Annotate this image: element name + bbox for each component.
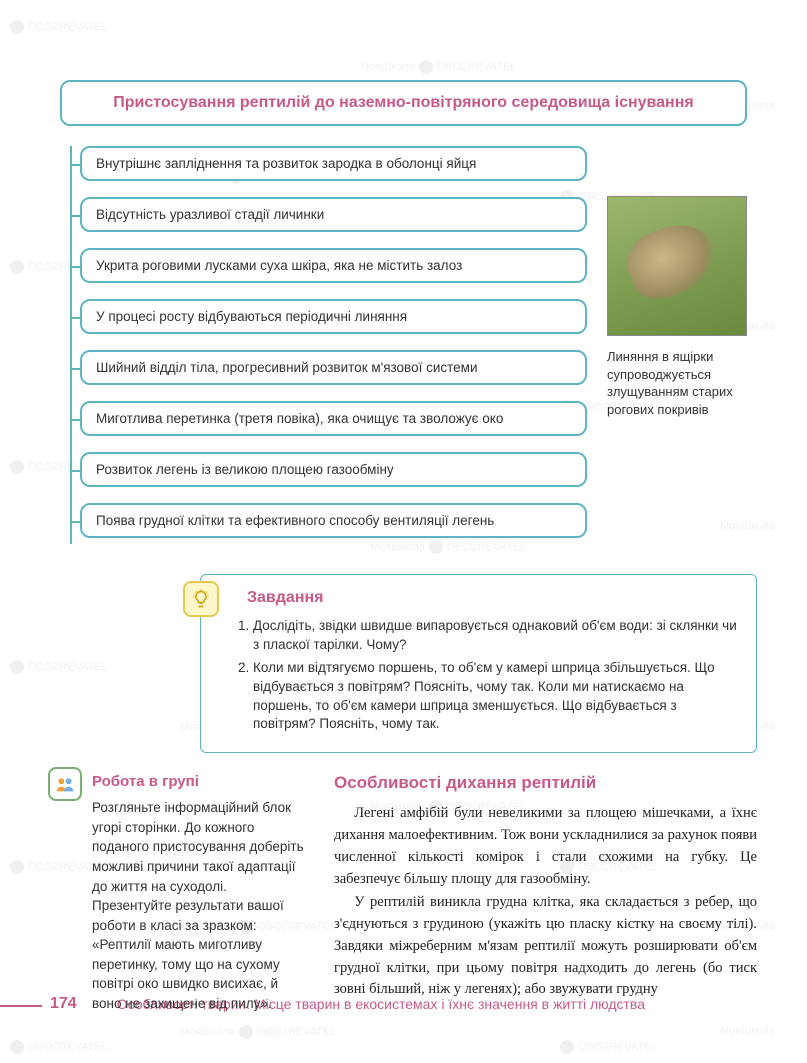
adaptation-item: Шийний відділ тіла, прогресивний розвито… (80, 350, 587, 385)
task-block: Завдання Дослідіть, звідки швидше випаро… (200, 574, 757, 753)
adaptation-item: Розвиток легень із великою площею газооб… (80, 452, 587, 487)
adaptation-item: Укрита роговими лусками суха шкіра, яка … (80, 248, 587, 283)
body-text: Легені амфібій були невеликими за площею… (334, 803, 757, 1001)
main-title-box: Пристосування рептилій до наземно-повітр… (60, 80, 747, 126)
group-icon (48, 767, 82, 801)
task-list: Дослідіть, звідки швидше випаровується о… (247, 617, 738, 734)
lightbulb-icon (183, 581, 219, 617)
task-item: Дослідіть, звідки швидше випаровується о… (253, 617, 738, 655)
lizard-image (607, 196, 747, 336)
adaptation-item: Відсутність уразливої стадії личинки (80, 197, 587, 232)
adaptation-item: Поява грудної клітки та ефективного спос… (80, 503, 587, 538)
adaptation-item: У процесі росту відбуваються періодичні … (80, 299, 587, 334)
side-figure: Линяння в ящірки супроводжується злущува… (607, 196, 757, 554)
group-work-block: Робота в групі Розгляньте інформаційний … (50, 773, 310, 1013)
task-item: Коли ми відтягуємо поршень, то об'єм у к… (253, 659, 738, 735)
adaptations-list: Внутрішнє запліднення та розвиток зародк… (70, 146, 587, 554)
group-text: Розгляньте інформаційний блок угорі стор… (92, 798, 310, 1013)
adaptation-item: Внутрішнє запліднення та розвиток зародк… (80, 146, 587, 181)
adaptation-item: Миготлива перетинка (третя повіка), яка … (80, 401, 587, 436)
task-title: Завдання (247, 589, 738, 607)
section-heading: Особливості дихання рептилій (334, 773, 757, 793)
group-title: Робота в групі (92, 773, 310, 790)
main-text-column: Особливості дихання рептилій Легені амфі… (334, 773, 757, 1013)
figure-caption: Линяння в ящірки супроводжується злущува… (607, 348, 757, 418)
